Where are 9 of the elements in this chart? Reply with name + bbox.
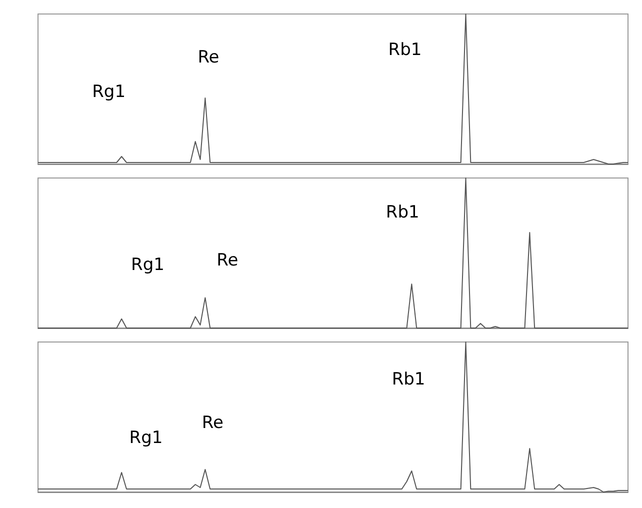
annotation: Re <box>216 250 238 270</box>
annotation: Rb1 <box>386 202 420 222</box>
annotation: Rg1 <box>129 428 163 448</box>
annotation: Rb1 <box>392 370 426 390</box>
annotation: Re <box>202 413 224 433</box>
annotation: Re <box>198 48 220 68</box>
annotation: Rb1 <box>388 40 422 60</box>
annotation: Rg1 <box>92 82 126 102</box>
annotation: Rg1 <box>131 255 164 275</box>
